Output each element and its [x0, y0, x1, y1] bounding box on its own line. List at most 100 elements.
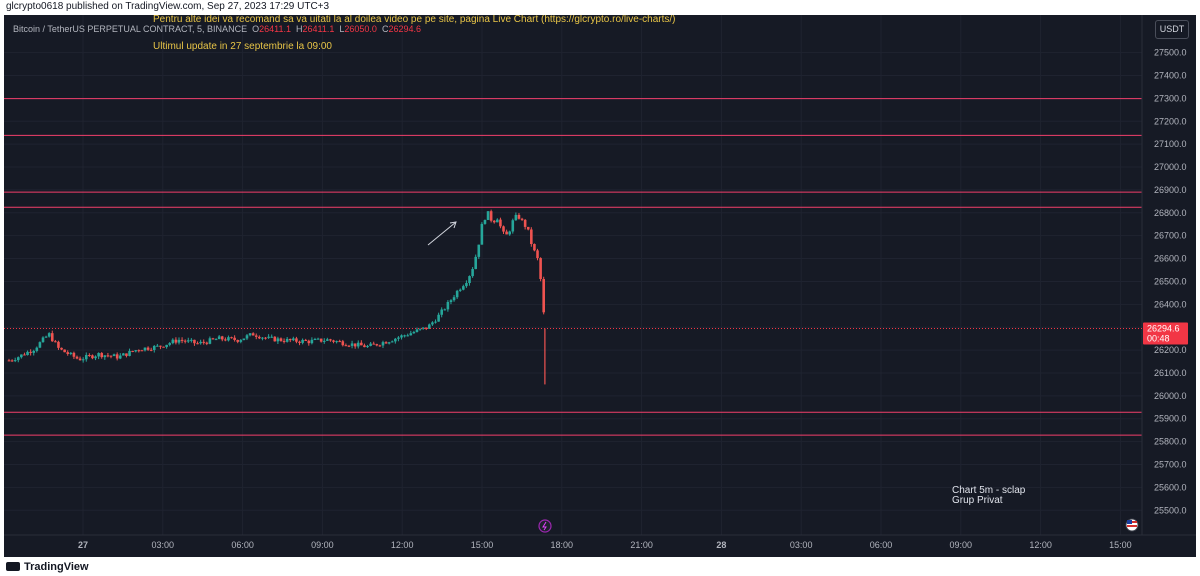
close-label: C: [381, 24, 389, 34]
candle-body: [520, 218, 524, 220]
candle-body: [446, 302, 450, 310]
candle-body: [428, 324, 431, 329]
candle-body: [128, 350, 131, 356]
candle-body: [84, 355, 88, 360]
annotations: 26294.600:48: [4, 221, 1188, 533]
candle-body: [211, 338, 215, 340]
candle-body: [363, 345, 366, 348]
header-bar: glcrypto0618 published on TradingView.co…: [0, 0, 1200, 14]
candle-body: [13, 360, 17, 362]
note-line-2: Ultimul update in 27 septembrie la 09:00: [153, 41, 332, 52]
caption-line-1: Chart 5m - sclap: [952, 485, 1026, 496]
candle-body: [50, 333, 54, 342]
open-value: 26411.1: [259, 24, 291, 34]
candle-body: [134, 350, 138, 352]
high-label: H: [296, 24, 303, 34]
candle-body: [486, 211, 490, 220]
candle-body: [103, 355, 107, 358]
candle-body: [474, 256, 477, 270]
candle-body: [356, 342, 360, 347]
price-tick-label: 26800.0: [1154, 208, 1187, 218]
price-axis[interactable]: 25500.0 25600.0 25700.0 25800.0 25900.0 26000…: [1141, 15, 1196, 557]
candle-body: [360, 342, 363, 346]
candle-body: [75, 356, 79, 359]
candle-body: [409, 333, 413, 336]
candle-body: [517, 214, 521, 219]
candle-body: [533, 244, 536, 251]
candle-body: [511, 220, 515, 232]
time-tick-label: 18:00: [551, 540, 574, 550]
chart-panel[interactable]: 27299.127138.126890.426824.325928.525828…: [4, 15, 1196, 557]
candle-body: [347, 345, 351, 347]
candle-body: [165, 344, 168, 348]
candle-body: [162, 346, 165, 348]
candle-body: [372, 343, 376, 345]
candle-body: [125, 353, 128, 356]
candle-body: [248, 333, 252, 336]
candle-body: [530, 229, 533, 245]
candle-body: [462, 286, 465, 290]
time-tick-label: 12:00: [391, 540, 414, 550]
candle-body: [146, 347, 150, 350]
candle-body: [54, 341, 57, 343]
candle-body: [29, 351, 32, 353]
lightning-icon-circle: [538, 519, 552, 533]
candle-body: [214, 339, 218, 341]
candle-body: [91, 355, 94, 359]
currency-button[interactable]: USDT: [1155, 20, 1189, 39]
candle-body: [458, 289, 462, 291]
candle-body: [236, 340, 240, 342]
time-tick-label: 15:00: [471, 540, 494, 550]
candles: [7, 209, 546, 385]
candle-body: [81, 359, 85, 361]
candle-body: [233, 337, 236, 341]
time-tick-label: 06:00: [231, 540, 254, 550]
candle-body: [350, 343, 354, 346]
lightning-icon-bolt: [542, 521, 547, 531]
candle-body: [465, 283, 468, 287]
candle-body: [251, 333, 255, 336]
price-tick-label: 27400.0: [1154, 70, 1187, 80]
candle-body: [434, 321, 437, 323]
candle-body: [180, 339, 184, 341]
candle-body: [471, 269, 474, 277]
time-tick-label: 21:00: [630, 540, 653, 550]
candle-body: [261, 337, 264, 339]
candle-body: [443, 309, 447, 311]
candle-body: [508, 231, 511, 235]
low-value: 26050.0: [344, 24, 377, 34]
time-tick-label: 03:00: [790, 540, 813, 550]
candle-body: [492, 220, 496, 223]
price-tick-label: 25700.0: [1154, 460, 1187, 470]
candle-body: [20, 354, 23, 358]
time-axis[interactable]: 27 03:00 06:00 09:00 12:00 15:00 18:00 21:00 28 0…: [4, 534, 1196, 550]
candle-body: [390, 341, 394, 343]
candle-body: [397, 337, 400, 339]
candle-body: [193, 339, 196, 344]
horizontal-levels[interactable]: 27299.127138.126890.426824.325928.525828…: [4, 92, 1188, 442]
candle-body: [177, 339, 181, 343]
candle-body: [47, 333, 51, 337]
candle-body: [7, 360, 11, 362]
candle-body: [94, 356, 97, 359]
time-tick-label: 12:00: [1029, 540, 1052, 550]
candle-body: [35, 347, 39, 351]
candle-body: [489, 211, 493, 221]
candle-body: [415, 329, 419, 332]
candle-body: [78, 358, 82, 361]
price-tick-label: 25900.0: [1154, 414, 1187, 424]
us-flag-canton: [1127, 520, 1132, 524]
price-chart[interactable]: 27299.127138.126890.426824.325928.525828…: [4, 15, 1196, 557]
candle-body: [301, 339, 304, 343]
candle-body: [282, 340, 286, 342]
candle-body: [224, 339, 227, 341]
candle-body: [69, 352, 73, 354]
candle-body: [335, 341, 338, 343]
candle-body: [369, 343, 372, 346]
tradingview-logo[interactable]: TradingView: [6, 561, 89, 573]
tradingview-logo-icon: [6, 562, 20, 571]
countdown-label: 00:48: [1147, 333, 1170, 343]
price-tick-label: 27300.0: [1154, 93, 1187, 103]
candle-body: [403, 335, 406, 337]
candle-body: [183, 340, 187, 342]
